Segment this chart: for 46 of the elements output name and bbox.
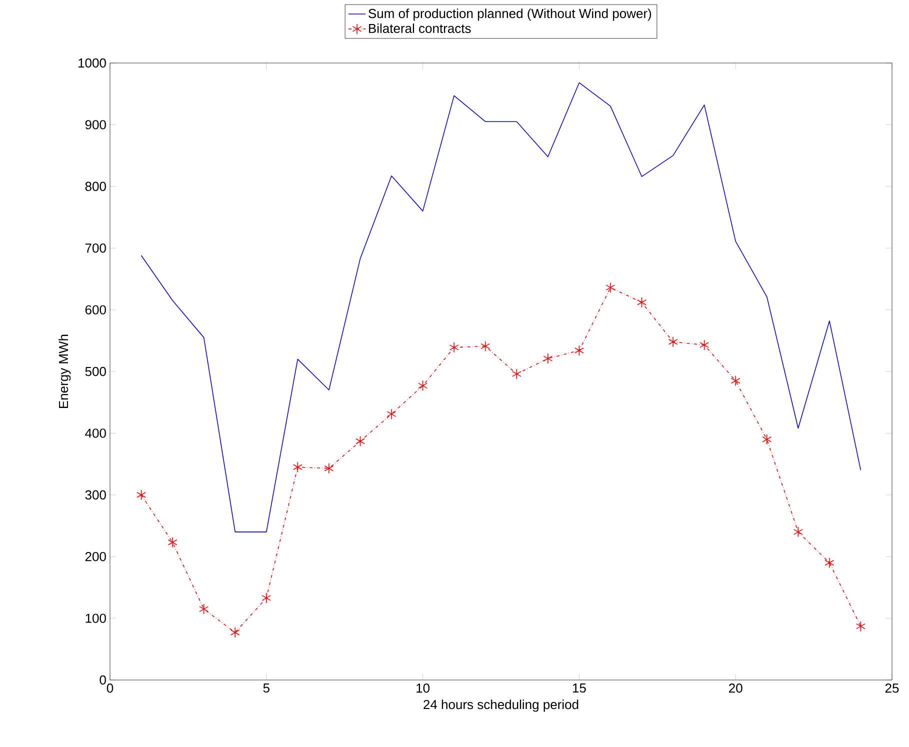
y-tick-label: 500: [85, 366, 106, 376]
y-tick-label: 1000: [78, 58, 106, 68]
point: [136, 490, 146, 500]
point: [856, 620, 866, 632]
y-tick-label: 200: [85, 552, 106, 562]
y-tick-label: 600: [85, 305, 106, 314]
y-tick-label: 400: [85, 428, 106, 438]
point: [512, 368, 522, 380]
point: [700, 340, 710, 350]
line-series: [140, 82, 862, 532]
y-tick-label: 900: [85, 120, 106, 130]
x-tick-label: 25: [885, 684, 899, 693]
legend-label: Sum of production planned (Without Wind power): [368, 8, 652, 21]
point: [574, 345, 584, 356]
x-tick-label: 15: [572, 684, 586, 693]
x-tick-label: 5: [263, 684, 270, 693]
point: [230, 627, 240, 638]
point: [386, 408, 396, 420]
point: [543, 353, 553, 364]
point: [480, 340, 490, 352]
y-tick-label: 100: [86, 614, 106, 623]
point: [730, 375, 740, 386]
x-tick-label: 0: [106, 684, 114, 693]
y-tick-label: 300: [85, 490, 106, 500]
point: [449, 342, 459, 353]
y-tick-label: 700: [85, 243, 106, 253]
point: [168, 537, 178, 548]
point: [668, 336, 678, 348]
y-axis-title: Energy MWh: [58, 334, 71, 408]
x-tick-label: 10: [416, 684, 430, 693]
point: [418, 380, 428, 392]
point: [824, 557, 834, 568]
point: [637, 296, 646, 308]
legend-label: Bilateral contracts: [369, 23, 471, 34]
point: [762, 434, 772, 445]
point: [324, 462, 334, 474]
point: [606, 282, 616, 293]
y-tick-label: 0: [100, 675, 106, 685]
point: [292, 462, 302, 473]
x-axis-title: 24 hours scheduling period: [424, 700, 578, 712]
y-tick-label: 800: [85, 182, 106, 191]
point: [262, 592, 272, 604]
point: [199, 604, 209, 614]
point: [356, 436, 365, 447]
point: [793, 526, 803, 538]
x-tick-label: 20: [729, 684, 742, 693]
